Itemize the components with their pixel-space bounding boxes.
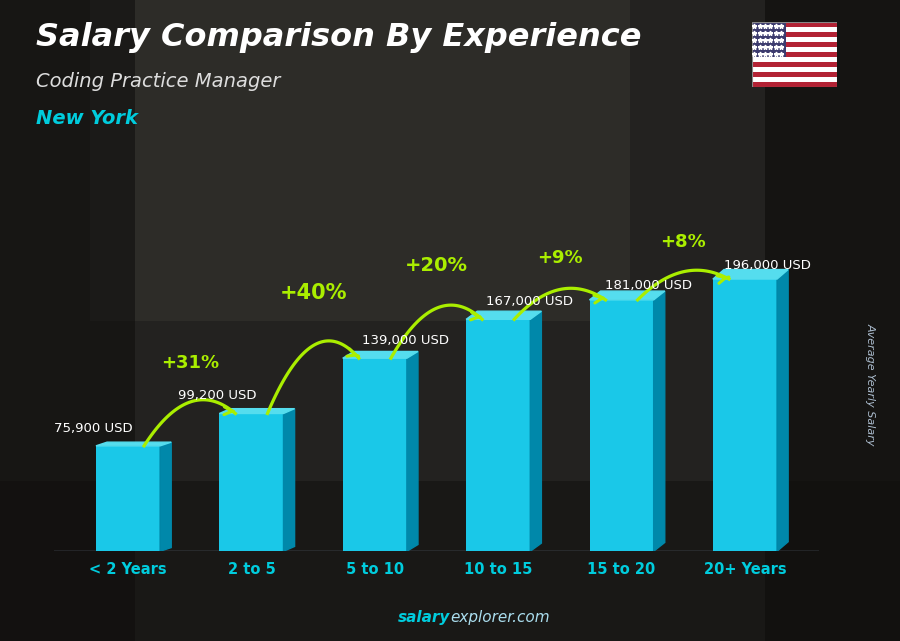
Polygon shape [713, 269, 788, 279]
Text: +20%: +20% [405, 256, 468, 275]
Text: explorer.com: explorer.com [450, 610, 550, 625]
Text: Salary Comparison By Experience: Salary Comparison By Experience [36, 22, 642, 53]
Text: 196,000 USD: 196,000 USD [724, 259, 811, 272]
FancyBboxPatch shape [96, 446, 160, 551]
Polygon shape [466, 312, 542, 319]
FancyBboxPatch shape [590, 300, 653, 551]
Polygon shape [777, 269, 788, 551]
Text: Average Yearly Salary: Average Yearly Salary [865, 323, 876, 446]
Bar [752, 22, 837, 28]
Bar [752, 28, 837, 32]
Polygon shape [284, 409, 294, 551]
Bar [752, 81, 837, 87]
Bar [752, 67, 837, 72]
Text: +9%: +9% [537, 249, 582, 267]
Bar [752, 22, 786, 57]
Text: 99,200 USD: 99,200 USD [177, 389, 256, 403]
Bar [752, 52, 837, 57]
Polygon shape [590, 291, 665, 300]
Text: New York: New York [36, 109, 138, 128]
FancyBboxPatch shape [466, 319, 530, 551]
Bar [752, 47, 837, 52]
Bar [752, 57, 837, 62]
Bar [0, 0, 135, 641]
Bar [752, 77, 837, 81]
Text: 139,000 USD: 139,000 USD [362, 334, 449, 347]
Text: +40%: +40% [279, 283, 346, 303]
Polygon shape [220, 409, 294, 413]
Text: +8%: +8% [661, 233, 707, 251]
Polygon shape [160, 442, 171, 551]
Bar [90, 0, 630, 320]
Bar [765, 0, 900, 641]
Text: Coding Practice Manager: Coding Practice Manager [36, 72, 281, 91]
Polygon shape [530, 312, 542, 551]
Bar [0, 481, 900, 641]
Polygon shape [407, 351, 418, 551]
Text: 167,000 USD: 167,000 USD [485, 296, 572, 308]
FancyBboxPatch shape [343, 358, 407, 551]
Bar [752, 37, 837, 42]
Text: salary: salary [398, 610, 450, 625]
Text: 75,900 USD: 75,900 USD [54, 422, 133, 435]
Polygon shape [96, 442, 171, 446]
Text: +31%: +31% [161, 354, 219, 372]
Bar [752, 62, 837, 67]
FancyBboxPatch shape [713, 279, 777, 551]
Polygon shape [343, 351, 418, 358]
Bar [752, 32, 837, 37]
Bar [752, 72, 837, 77]
Text: 181,000 USD: 181,000 USD [605, 279, 692, 292]
FancyBboxPatch shape [220, 413, 284, 551]
Bar [752, 42, 837, 47]
Polygon shape [653, 291, 665, 551]
